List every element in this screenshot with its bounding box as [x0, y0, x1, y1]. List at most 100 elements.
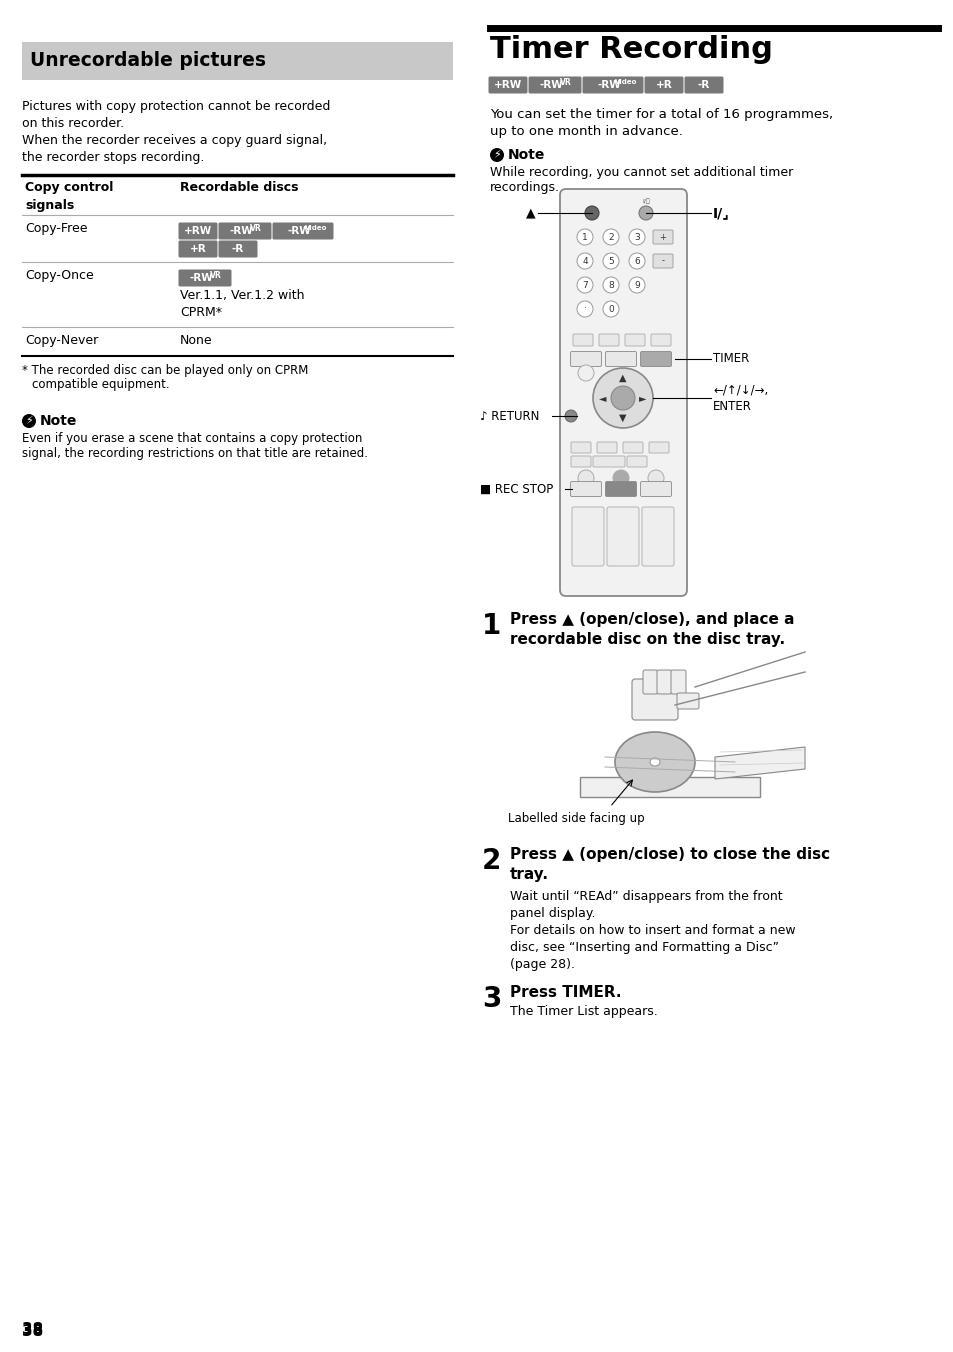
FancyBboxPatch shape [273, 223, 334, 239]
Text: VR: VR [250, 224, 262, 233]
Circle shape [22, 414, 36, 429]
Text: ▲: ▲ [526, 207, 536, 219]
Text: Video: Video [614, 80, 637, 85]
Circle shape [490, 147, 503, 162]
Text: 38: 38 [22, 1324, 43, 1338]
Circle shape [602, 301, 618, 316]
FancyBboxPatch shape [631, 679, 678, 721]
Text: +: + [659, 233, 666, 242]
FancyBboxPatch shape [178, 223, 217, 239]
Text: compatible equipment.: compatible equipment. [32, 379, 170, 391]
FancyBboxPatch shape [573, 334, 593, 346]
Text: Press ▲ (open/close), and place a: Press ▲ (open/close), and place a [510, 612, 794, 627]
Circle shape [577, 301, 593, 316]
Text: ▼: ▼ [618, 412, 626, 423]
Text: Even if you erase a scene that contains a copy protection: Even if you erase a scene that contains … [22, 433, 362, 445]
Text: * The recorded disc can be played only on CPRM: * The recorded disc can be played only o… [22, 364, 308, 377]
FancyBboxPatch shape [605, 481, 636, 496]
Polygon shape [579, 777, 760, 796]
FancyBboxPatch shape [639, 481, 671, 496]
FancyBboxPatch shape [218, 241, 257, 257]
Circle shape [564, 410, 577, 422]
Text: Copy-Once: Copy-Once [25, 269, 93, 283]
Circle shape [610, 387, 635, 410]
Circle shape [628, 228, 644, 245]
Text: Timer Recording: Timer Recording [490, 35, 772, 64]
Text: TIMER: TIMER [712, 353, 748, 365]
Text: on this recorder.: on this recorder. [22, 118, 124, 130]
FancyBboxPatch shape [677, 694, 699, 708]
Text: Copy-Never: Copy-Never [25, 334, 98, 347]
Text: Labelled side facing up: Labelled side facing up [507, 813, 644, 825]
Text: panel display.: panel display. [510, 907, 595, 919]
Text: 3: 3 [634, 233, 639, 242]
FancyBboxPatch shape [178, 269, 232, 287]
Circle shape [584, 206, 598, 220]
Text: -R: -R [698, 80, 709, 91]
Polygon shape [714, 748, 804, 779]
FancyBboxPatch shape [571, 442, 590, 453]
Circle shape [577, 253, 593, 269]
Text: -RW: -RW [229, 226, 253, 237]
FancyBboxPatch shape [606, 507, 639, 566]
Text: signal, the recording restrictions on that title are retained.: signal, the recording restrictions on th… [22, 448, 368, 460]
Text: I/⌟: I/⌟ [712, 206, 729, 220]
FancyBboxPatch shape [642, 671, 658, 694]
Text: Wait until “REAd” disappears from the front: Wait until “REAd” disappears from the fr… [510, 890, 781, 903]
Text: ▲: ▲ [618, 373, 626, 383]
Text: 0: 0 [607, 304, 613, 314]
Text: -RW: -RW [287, 226, 311, 237]
Text: the recorder stops recording.: the recorder stops recording. [22, 151, 204, 164]
Text: +R: +R [190, 243, 206, 254]
Text: Press ▲ (open/close) to close the disc: Press ▲ (open/close) to close the disc [510, 846, 829, 863]
Text: ►: ► [639, 393, 646, 403]
Circle shape [602, 228, 618, 245]
Circle shape [639, 206, 652, 220]
Text: +R: +R [655, 80, 672, 91]
Text: Copy-Free: Copy-Free [25, 222, 88, 235]
Text: You can set the timer for a total of 16 programmes,: You can set the timer for a total of 16 … [490, 108, 832, 120]
FancyBboxPatch shape [670, 671, 685, 694]
FancyBboxPatch shape [657, 671, 671, 694]
Circle shape [628, 253, 644, 269]
FancyBboxPatch shape [597, 442, 617, 453]
Text: The Timer List appears.: The Timer List appears. [510, 1005, 657, 1018]
FancyBboxPatch shape [598, 334, 618, 346]
Text: VR: VR [559, 78, 571, 87]
Text: 7: 7 [581, 280, 587, 289]
Text: For details on how to insert and format a new: For details on how to insert and format … [510, 923, 795, 937]
FancyBboxPatch shape [570, 481, 601, 496]
Ellipse shape [615, 731, 695, 792]
Text: Press TIMER.: Press TIMER. [510, 986, 620, 1000]
Circle shape [613, 470, 628, 485]
Text: +RW: +RW [494, 80, 521, 91]
Text: I/⌛: I/⌛ [641, 199, 649, 204]
Text: -RW: -RW [189, 273, 213, 283]
Text: 1: 1 [481, 612, 500, 639]
Text: 2: 2 [608, 233, 613, 242]
Circle shape [577, 277, 593, 293]
Text: ·: · [583, 304, 586, 314]
Text: ENTER: ENTER [712, 399, 751, 412]
Text: 2: 2 [481, 846, 501, 875]
Text: 4: 4 [581, 257, 587, 265]
FancyBboxPatch shape [684, 77, 722, 93]
Text: ♪ RETURN: ♪ RETURN [479, 410, 538, 422]
FancyBboxPatch shape [528, 77, 581, 93]
Text: -RW: -RW [597, 80, 620, 91]
Text: 1: 1 [581, 233, 587, 242]
Text: recordings.: recordings. [490, 181, 559, 193]
FancyBboxPatch shape [626, 456, 646, 466]
Text: Copy control
signals: Copy control signals [25, 181, 113, 212]
Text: VR: VR [210, 270, 222, 280]
Text: Unrecordable pictures: Unrecordable pictures [30, 51, 266, 70]
Circle shape [577, 228, 593, 245]
Text: None: None [180, 334, 213, 347]
Text: CPRM*: CPRM* [180, 306, 222, 319]
Text: Pictures with copy protection cannot be recorded: Pictures with copy protection cannot be … [22, 100, 330, 114]
Text: ⚡: ⚡ [493, 150, 500, 160]
Text: 9: 9 [634, 280, 639, 289]
FancyBboxPatch shape [624, 334, 644, 346]
FancyBboxPatch shape [648, 442, 668, 453]
FancyBboxPatch shape [488, 77, 527, 93]
